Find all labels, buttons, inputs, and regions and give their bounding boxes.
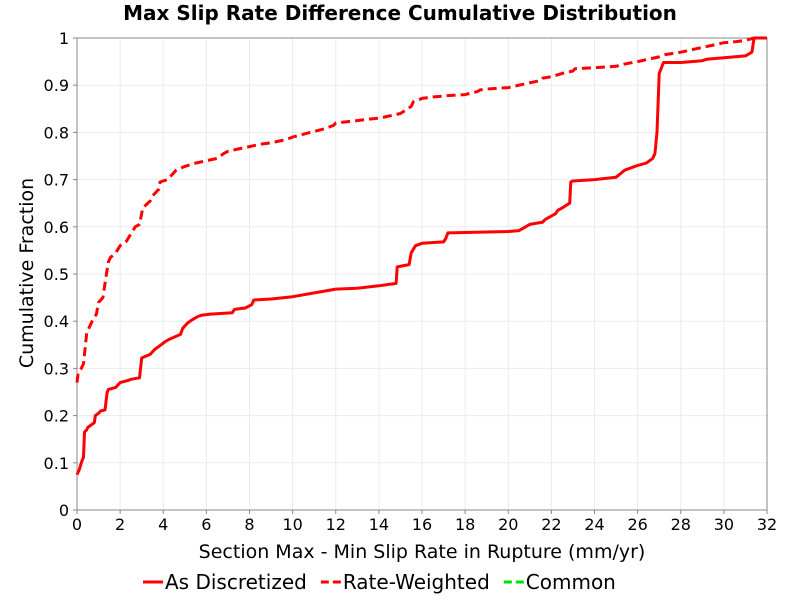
x-tick-label: 2 [115, 515, 125, 534]
x-tick-label: 0 [72, 515, 82, 534]
legend-item-label: As Discretized [165, 570, 307, 594]
x-tick-label: 18 [455, 515, 475, 534]
y-tick-label: 0.2 [44, 407, 69, 426]
x-tick-label: 4 [158, 515, 168, 534]
x-tick-label: 30 [714, 515, 734, 534]
chart-title: Max Slip Rate Difference Cumulative Dist… [123, 1, 677, 25]
series-layer [75, 36, 767, 476]
x-tick-label: 8 [244, 515, 254, 534]
x-tick-label: 32 [757, 515, 777, 534]
series-line-as-discretized [75, 36, 767, 476]
x-tick-label: 26 [627, 515, 647, 534]
x-tick-label: 12 [326, 515, 346, 534]
y-tick-label: 0.9 [44, 76, 69, 95]
series-line-rate-weighted [75, 36, 767, 383]
axis-ticks: 0 2 4 6 8 10 12 14 16 18 20 22 24 26 28 30 3200.10.20.30… [44, 29, 778, 534]
grid [76, 37, 768, 511]
y-tick-label: 0.3 [44, 359, 69, 378]
x-tick-label: 24 [584, 515, 604, 534]
legend: As Discretized Rate-Weighted Common [143, 570, 616, 594]
y-tick-label: 0.6 [44, 218, 69, 237]
x-axis-label: Section Max - Min Slip Rate in Rupture (… [199, 541, 646, 563]
legend-item-label: Common [526, 570, 616, 594]
y-tick-label: 0.5 [44, 265, 69, 284]
y-tick-label: 0.1 [44, 454, 69, 473]
y-tick-label: 1 [59, 29, 69, 48]
legend-item-label: Rate-Weighted [343, 570, 490, 594]
x-tick-label: 22 [541, 515, 561, 534]
x-tick-label: 10 [282, 515, 302, 534]
x-tick-label: 14 [369, 515, 389, 534]
y-tick-label: 0.7 [44, 171, 69, 190]
x-tick-label: 20 [498, 515, 518, 534]
y-tick-label: 0.4 [44, 312, 69, 331]
x-tick-label: 28 [671, 515, 691, 534]
y-tick-label: 0 [59, 501, 69, 520]
x-tick-label: 6 [201, 515, 211, 534]
y-axis-label: Cumulative Fraction [16, 178, 38, 368]
x-tick-label: 16 [412, 515, 432, 534]
y-tick-label: 0.8 [44, 123, 69, 142]
